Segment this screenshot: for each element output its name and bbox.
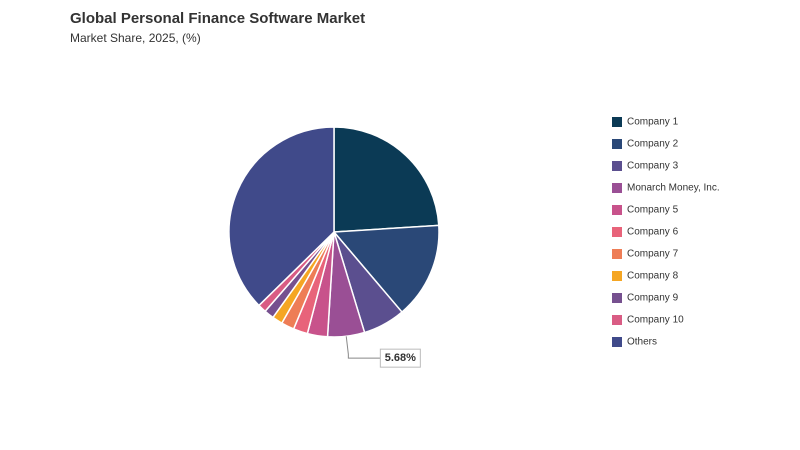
legend-swatch [612, 117, 622, 127]
pie-slice [333, 126, 440, 233]
legend-label: Company 3 [627, 161, 679, 172]
legend-label: Company 1 [627, 117, 679, 128]
legend-label: Company 10 [627, 315, 684, 326]
legend-swatch [612, 315, 622, 325]
legend-swatch [612, 183, 622, 193]
data-label-box [379, 348, 421, 368]
pie-slice [332, 224, 440, 314]
legend-swatch [612, 161, 622, 171]
legend-label: Company 2 [627, 139, 679, 150]
legend-swatch [612, 293, 622, 303]
legend-label: Company 5 [627, 205, 679, 216]
chart-subtitle: Market Share, 2025, (%) [70, 31, 201, 45]
legend-label: Monarch Money, Inc. [627, 183, 720, 194]
legend-label: Others [627, 337, 657, 348]
legend-label: Company 6 [627, 227, 679, 238]
legend-swatch [612, 227, 622, 237]
legend-swatch [612, 139, 622, 149]
data-label: 5.68% [385, 352, 416, 364]
legend-swatch [612, 249, 622, 259]
leader-line [345, 336, 381, 359]
legend-label: Company 9 [627, 293, 679, 304]
legend-swatch [612, 337, 622, 347]
legend-swatch [612, 205, 622, 215]
legend-label: Company 7 [627, 249, 679, 260]
pie-slice [228, 126, 335, 307]
legend-label: Company 8 [627, 271, 679, 282]
legend-swatch [612, 271, 622, 281]
chart-title: Global Personal Finance Software Market [70, 10, 365, 27]
